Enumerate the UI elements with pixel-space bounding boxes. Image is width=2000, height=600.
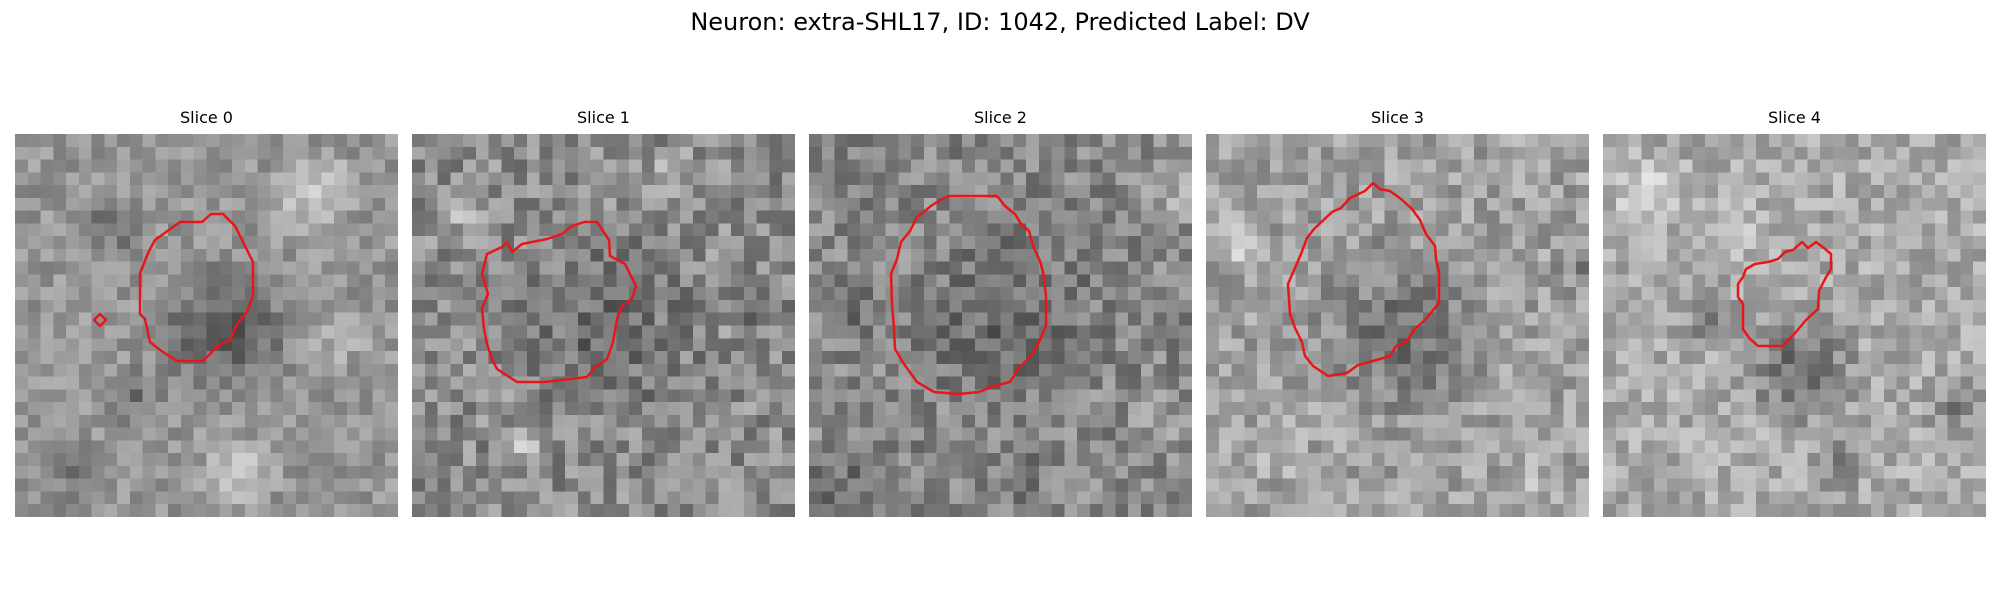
neuron-contour <box>889 194 1048 396</box>
slice-title: Slice 2 <box>974 108 1027 127</box>
microscopy-slice-image <box>412 134 795 517</box>
slice-panel-2: Slice 2 <box>809 108 1192 517</box>
neuron-contour <box>480 220 638 384</box>
slice-panel-3: Slice 3 <box>1206 108 1589 517</box>
microscopy-slice-image <box>15 134 398 517</box>
secondary-contour <box>92 312 108 328</box>
slice-image-frame <box>1206 134 1589 517</box>
neuron-contour-overlay <box>1286 181 1441 378</box>
slice-title: Slice 4 <box>1768 108 1821 127</box>
slice-image-frame <box>412 134 795 517</box>
slice-title: Slice 3 <box>1371 108 1424 127</box>
neuron-contour-overlay <box>92 212 255 363</box>
neuron-contour-overlay <box>889 194 1048 396</box>
slice-image-frame <box>1603 134 1986 517</box>
microscopy-slice-image <box>809 134 1192 517</box>
neuron-contour <box>138 212 255 363</box>
slice-panel-4: Slice 4 <box>1603 108 1986 517</box>
neuron-contour <box>1286 181 1441 378</box>
neuron-contour-overlay <box>1736 240 1833 348</box>
slice-panel-1: Slice 1 <box>412 108 795 517</box>
slice-image-frame <box>15 134 398 517</box>
slice-title: Slice 1 <box>577 108 630 127</box>
microscopy-slice-image <box>1603 134 1986 517</box>
neuron-contour-overlay <box>480 220 638 384</box>
neuron-contour <box>1736 240 1833 348</box>
slice-panel-0: Slice 0 <box>15 108 398 517</box>
slice-image-frame <box>809 134 1192 517</box>
figure-title: Neuron: extra-SHL17, ID: 1042, Predicted… <box>690 8 1310 36</box>
slice-title: Slice 0 <box>180 108 233 127</box>
